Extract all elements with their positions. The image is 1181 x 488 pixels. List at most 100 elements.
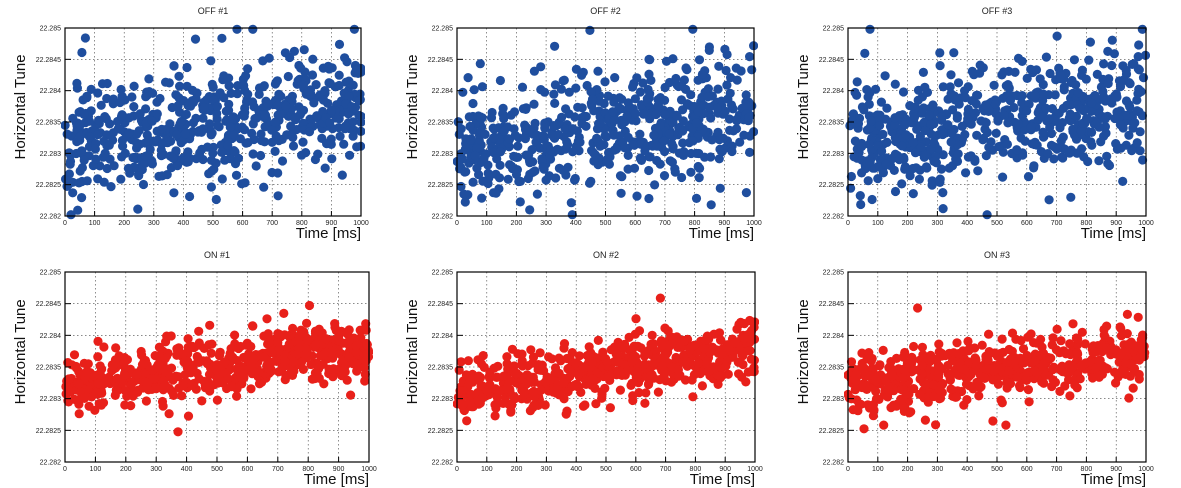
y-tick-label: 22.2835: [36, 120, 61, 127]
y-tick-label: 22.284: [40, 333, 62, 340]
data-point: [1104, 160, 1115, 171]
data-point: [526, 372, 536, 382]
data-point: [489, 363, 499, 373]
data-point: [314, 373, 324, 383]
data-point: [875, 120, 885, 131]
y-tick-label: 22.2845: [428, 57, 453, 64]
y-tick-label: 22.282: [823, 460, 845, 467]
data-point: [897, 179, 907, 189]
data-point: [721, 65, 731, 76]
data-point: [630, 94, 641, 104]
x-tick-label: 200: [120, 466, 132, 473]
data-point: [935, 177, 945, 187]
y-tick-label: 22.285: [432, 26, 454, 33]
data-point: [1068, 124, 1078, 134]
data-point: [162, 170, 172, 180]
data-point: [623, 365, 633, 376]
data-point: [205, 386, 215, 396]
y-tick-label: 22.2845: [428, 301, 453, 308]
data-point: [1134, 369, 1144, 380]
x-tick-label: 1000: [747, 466, 763, 473]
x-tick-label: 0: [455, 220, 459, 227]
y-tick-label: 22.283: [432, 151, 454, 158]
data-point: [175, 81, 185, 91]
y-axis-label: Horizontal Tune: [404, 54, 421, 159]
x-tick-label: 800: [1081, 466, 1093, 473]
data-point: [243, 89, 253, 99]
data-point: [513, 152, 523, 162]
data-point: [655, 293, 666, 303]
data-point: [1058, 103, 1068, 113]
y-tick-label: 22.285: [823, 26, 845, 33]
data-point: [741, 188, 752, 198]
data-point: [169, 188, 179, 198]
data-point: [94, 115, 104, 125]
data-point: [680, 375, 691, 385]
data-point: [273, 338, 283, 348]
y-tick-label: 22.285: [40, 270, 62, 277]
data-point: [856, 199, 866, 210]
data-point: [223, 140, 233, 150]
data-point: [241, 71, 251, 81]
data-point: [1107, 35, 1117, 45]
data-point: [230, 330, 240, 340]
data-point: [1072, 348, 1082, 358]
data-point: [320, 86, 330, 96]
data-point: [732, 116, 742, 126]
data-point: [874, 361, 885, 371]
data-point: [1065, 391, 1075, 401]
data-point: [868, 411, 879, 421]
data-point: [852, 77, 862, 87]
data-point: [936, 348, 946, 358]
data-point: [74, 178, 84, 188]
data-point: [194, 338, 204, 348]
data-point: [731, 124, 742, 134]
data-point: [731, 63, 741, 73]
data-point: [915, 389, 925, 399]
data-point: [148, 88, 158, 98]
data-point: [633, 368, 643, 378]
x-tick-label: 100: [481, 466, 493, 473]
data-point: [936, 164, 947, 174]
data-point: [657, 340, 667, 350]
x-tick-label: 800: [302, 466, 314, 473]
data-point: [458, 400, 468, 410]
data-point: [341, 121, 351, 131]
data-point: [1023, 172, 1034, 182]
data-point: [1101, 128, 1111, 138]
data-point: [938, 82, 948, 92]
data-point: [219, 357, 229, 367]
data-point: [1083, 114, 1093, 124]
data-point: [129, 102, 139, 112]
data-point: [1102, 321, 1112, 331]
data-point: [1085, 37, 1095, 47]
data-point: [206, 56, 216, 66]
data-point: [325, 118, 335, 128]
data-point: [1018, 150, 1028, 160]
data-point: [119, 358, 129, 368]
data-point: [298, 364, 308, 374]
y-tick-label: 22.2845: [819, 57, 844, 64]
data-point: [75, 119, 85, 130]
data-point: [609, 130, 619, 140]
data-point: [1044, 195, 1054, 205]
data-point: [248, 97, 258, 107]
data-point: [540, 400, 550, 410]
data-point: [620, 143, 630, 153]
y-tick-label: 22.284: [432, 333, 454, 340]
data-point: [344, 335, 355, 345]
data-point: [1094, 370, 1105, 380]
data-point: [470, 150, 480, 161]
data-point: [1073, 334, 1083, 344]
data-point: [172, 161, 183, 171]
data-point: [1046, 140, 1057, 150]
data-point: [461, 167, 471, 177]
data-point: [1117, 348, 1127, 358]
data-point: [638, 78, 648, 88]
data-point: [318, 95, 329, 105]
data-point: [675, 337, 686, 347]
data-point: [998, 172, 1008, 182]
data-point: [144, 74, 154, 84]
data-point: [908, 189, 918, 199]
y-tick-label: 22.283: [40, 151, 62, 158]
